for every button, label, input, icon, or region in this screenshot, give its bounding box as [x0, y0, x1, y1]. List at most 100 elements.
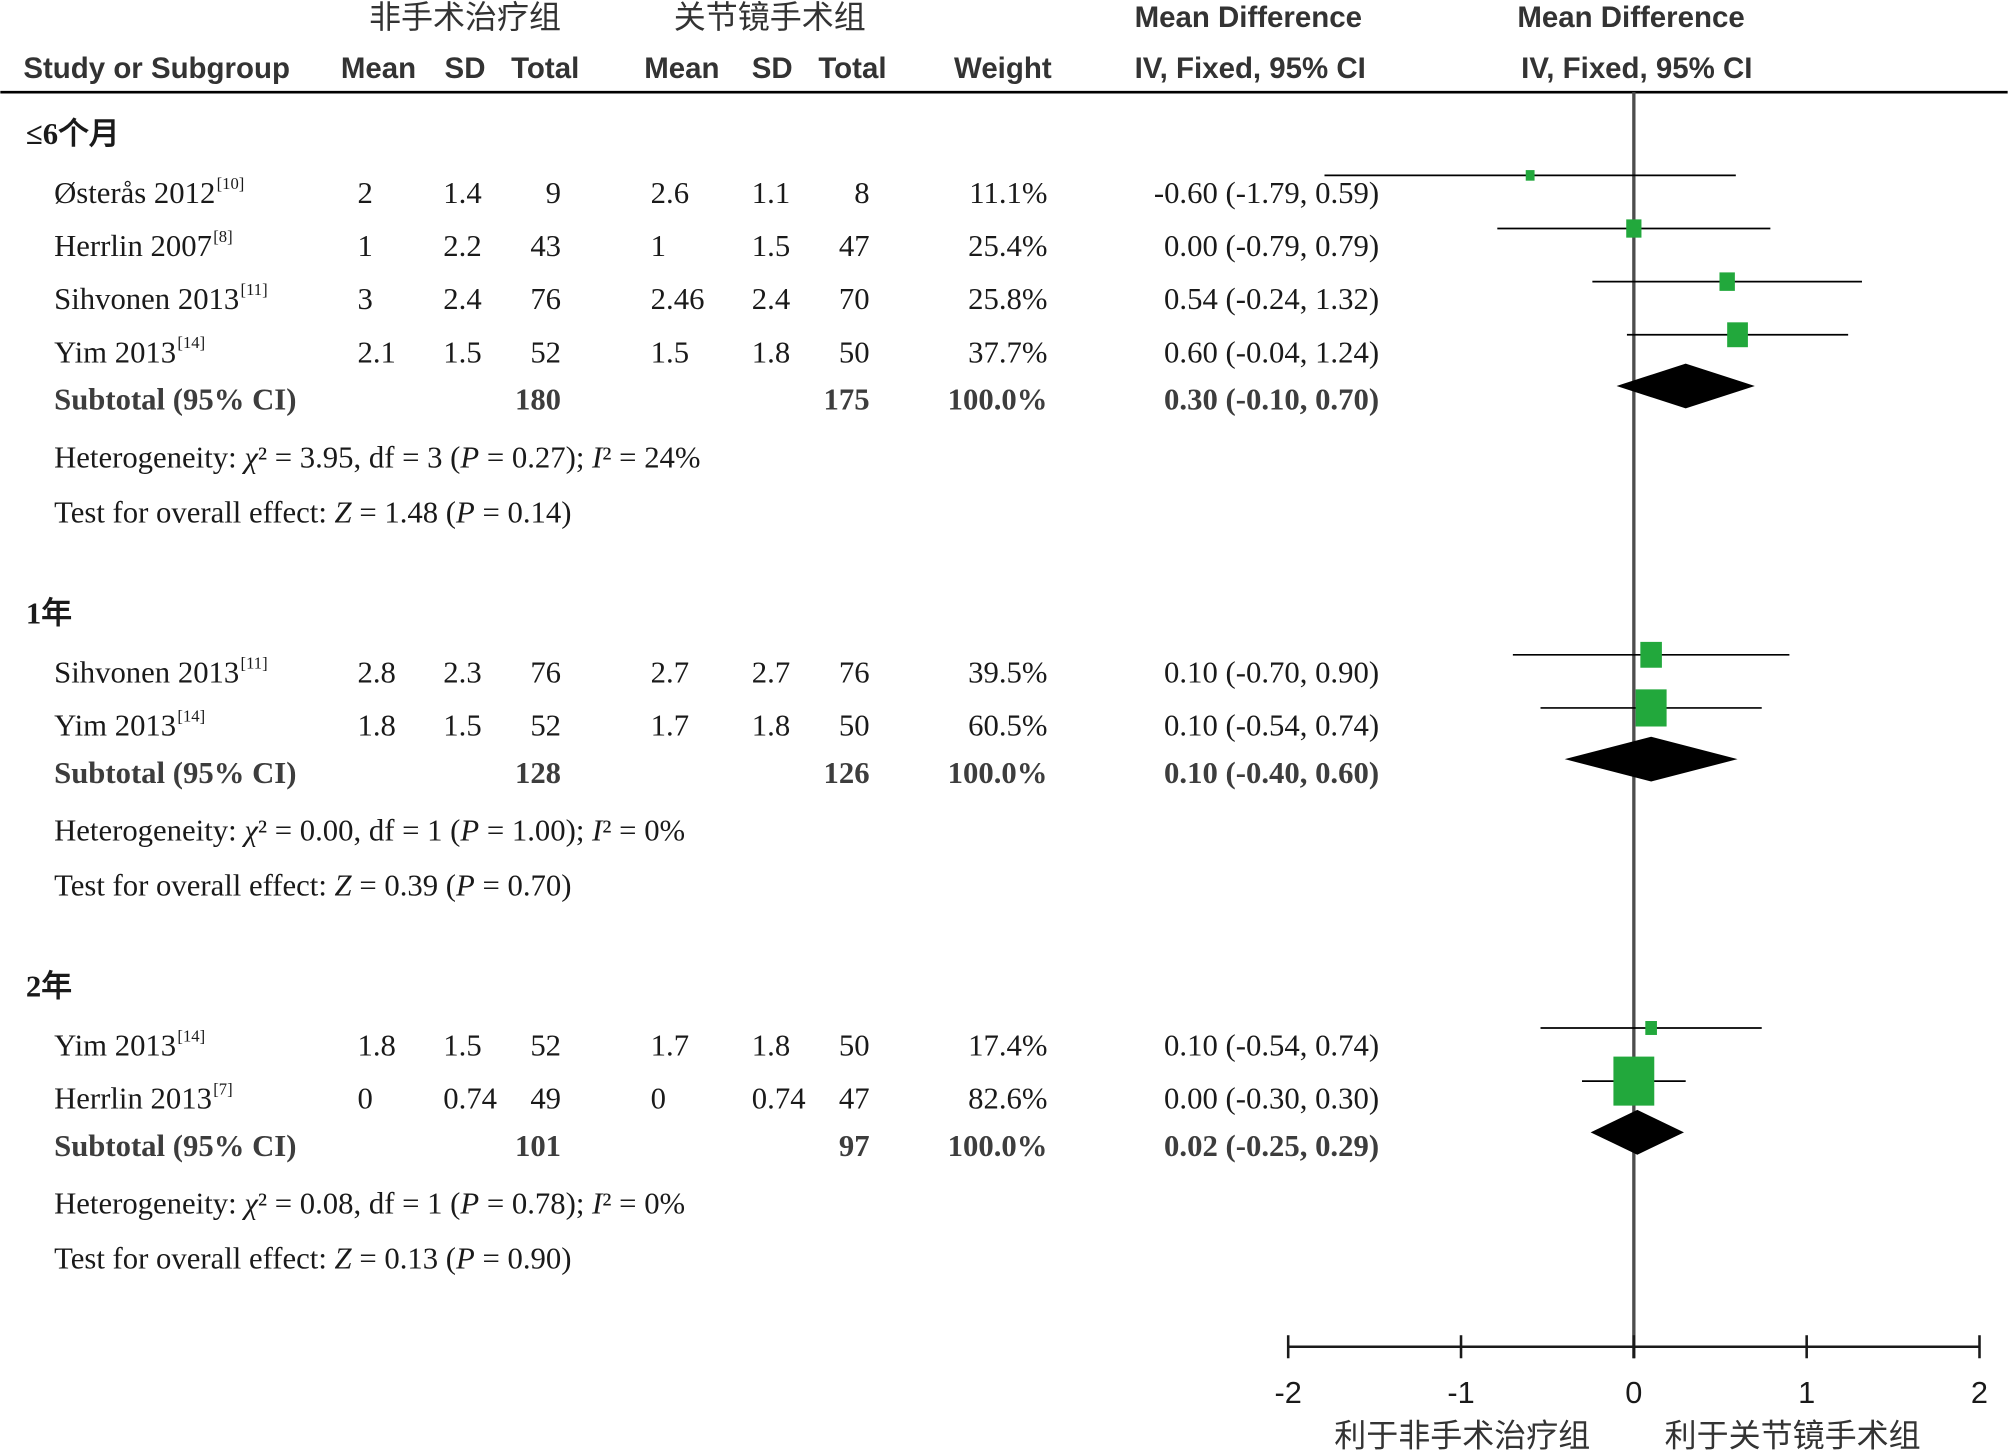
mean-difference-ci: 0.10 (-0.70, 0.90) [1164, 655, 1379, 689]
arthroscopy-total: 70 [839, 282, 870, 316]
arthroscopy-sd-header: SD [752, 52, 793, 85]
subtotal-mean-difference-ci: 0.02 (-0.25, 0.29) [1164, 1129, 1379, 1163]
nonsurgical-sd-header: SD [445, 52, 486, 85]
nonsurgical-mean: 1 [358, 229, 373, 263]
effect-square [1640, 641, 1662, 668]
arthroscopy-sd: 0.74 [752, 1082, 806, 1116]
arthroscopy-mean: 1.5 [651, 335, 689, 369]
arthroscopy-mean: 2.46 [651, 282, 705, 316]
nonsurgical-sd: 1.5 [443, 1029, 481, 1063]
arthroscopy-total: 8 [854, 176, 869, 210]
study-name: Østerås 2012 [54, 176, 215, 210]
study-column-header: Study or Subgroup [23, 52, 290, 85]
study-reference: [8] [213, 227, 232, 246]
subtotal-nonsurgical-total: 180 [515, 383, 561, 417]
arthroscopy-total-header: Total [818, 52, 886, 85]
study-label: Sihvonen 2013[11] [54, 280, 268, 316]
study-label: Østerås 2012[10] [54, 174, 244, 210]
nonsurgical-group-title: 非手术治疗组 [369, 0, 561, 35]
weight-value: 17.4% [968, 1029, 1047, 1063]
arthroscopy-mean: 1 [651, 229, 666, 263]
nonsurgical-total: 52 [530, 335, 561, 369]
plot-column-title: Mean Difference [1517, 1, 1744, 34]
mean-difference-ci: 0.60 (-0.04, 1.24) [1164, 335, 1379, 369]
nonsurgical-mean: 3 [358, 282, 373, 316]
arthroscopy-total: 47 [839, 1082, 870, 1116]
arthroscopy-mean: 1.7 [651, 1029, 689, 1063]
mean-difference-ci: 0.10 (-0.54, 0.74) [1164, 708, 1379, 742]
study-reference: [14] [177, 1026, 205, 1045]
subtotal-weight-value: 100.0% [948, 1129, 1048, 1163]
effect-square [1525, 170, 1535, 181]
subtotal-arthroscopy-total: 126 [824, 756, 870, 790]
arthroscopy-total: 47 [839, 229, 870, 263]
subtotal-diamond [1616, 363, 1755, 409]
arthroscopy-sd: 1.5 [752, 229, 790, 263]
mean-difference-ci: 0.10 (-0.54, 0.74) [1164, 1029, 1379, 1063]
mean-difference-ci: 0.54 (-0.24, 1.32) [1164, 282, 1379, 316]
x-axis: -2 -1 0 1 2 [1275, 1335, 1988, 1410]
weight-value: 37.7% [968, 335, 1047, 369]
nonsurgical-total: 76 [530, 655, 561, 689]
effect-square [1727, 322, 1748, 348]
study-reference: [14] [177, 706, 205, 725]
nonsurgical-mean-header: Mean [341, 52, 416, 85]
study-label: Herrlin 2007[8] [54, 227, 232, 263]
arthroscopy-total: 50 [839, 708, 870, 742]
study-name: Sihvonen 2013 [54, 655, 239, 689]
arthroscopy-mean: 2.7 [651, 655, 689, 689]
nonsurgical-mean: 0 [358, 1082, 373, 1116]
nonsurgical-sd: 1.4 [443, 176, 481, 210]
arthroscopy-sd: 1.8 [752, 1029, 790, 1063]
study-name: Herrlin 2013 [54, 1082, 212, 1116]
weight-value: 39.5% [968, 655, 1047, 689]
favours-left-label: 利于非手术治疗组 [1334, 1418, 1590, 1453]
study-label: Herrlin 2013[7] [54, 1080, 232, 1116]
nonsurgical-mean: 2 [358, 176, 373, 210]
subtotal-nonsurgical-total: 128 [515, 756, 561, 790]
heterogeneity-text: Heterogeneity: χ² = 3.95, df = 3 (P = 0.… [54, 440, 700, 474]
arthroscopy-total: 76 [839, 655, 870, 689]
table-body: ≤6个月 Østerås 2012[10] 2 1.4 9 2.6 1.1 8 11.1% -0.… [26, 117, 1379, 1276]
x-tick-label: 0 [1625, 1375, 1642, 1410]
arthroscopy-mean-header: Mean [644, 52, 719, 85]
nonsurgical-sd: 0.74 [443, 1082, 497, 1116]
effect-square [1635, 689, 1667, 727]
arthroscopy-mean: 2.6 [651, 176, 689, 210]
effect-method-header: IV, Fixed, 95% CI [1135, 52, 1366, 85]
subgroup-label: 2年 [26, 970, 72, 1004]
study-label: Yim 2013[14] [54, 706, 205, 742]
nonsurgical-sd: 2.3 [443, 655, 481, 689]
mean-difference-ci: 0.00 (-0.79, 0.79) [1164, 229, 1379, 263]
x-tick-label: 2 [1971, 1375, 1988, 1410]
nonsurgical-total: 49 [530, 1082, 561, 1116]
study-label: Sihvonen 2013[11] [54, 653, 268, 689]
effect-square [1613, 1056, 1655, 1106]
nonsurgical-total: 52 [530, 1029, 561, 1063]
effect-square [1626, 219, 1642, 238]
plot-area: -2 -1 0 1 2 利于非手术治疗组 利于关节镜手术组 [1275, 92, 1988, 1453]
subtotal-mean-difference-ci: 0.10 (-0.40, 0.60) [1164, 756, 1379, 790]
study-label: Yim 2013[14] [54, 333, 205, 369]
plot-marks [1324, 170, 1862, 1155]
study-reference: [14] [177, 333, 205, 352]
nonsurgical-mean: 2.1 [358, 335, 396, 369]
arthroscopy-total: 50 [839, 1029, 870, 1063]
study-reference: [11] [241, 280, 268, 299]
study-reference: [11] [241, 653, 268, 672]
subgroup-label: 1年 [26, 596, 72, 630]
nonsurgical-sd: 1.5 [443, 335, 481, 369]
heterogeneity-text: Heterogeneity: χ² = 0.00, df = 1 (P = 1.… [54, 813, 685, 847]
favours-right-label: 利于关节镜手术组 [1665, 1418, 1921, 1453]
arthroscopy-group-title: 关节镜手术组 [674, 0, 866, 35]
nonsurgical-total: 76 [530, 282, 561, 316]
effect-column-title: Mean Difference [1135, 1, 1362, 34]
subtotal-label: Subtotal (95% CI) [54, 1129, 296, 1163]
weight-header: Weight [954, 52, 1052, 85]
overall-effect-text: Test for overall effect: Z = 1.48 (P = 0… [54, 495, 571, 529]
subtotal-arthroscopy-total: 175 [824, 383, 870, 417]
table-header: 非手术治疗组 关节镜手术组 Mean Difference Mean Diffe… [0, 0, 2008, 94]
study-label: Yim 2013[14] [54, 1026, 205, 1062]
effect-square [1719, 272, 1735, 291]
